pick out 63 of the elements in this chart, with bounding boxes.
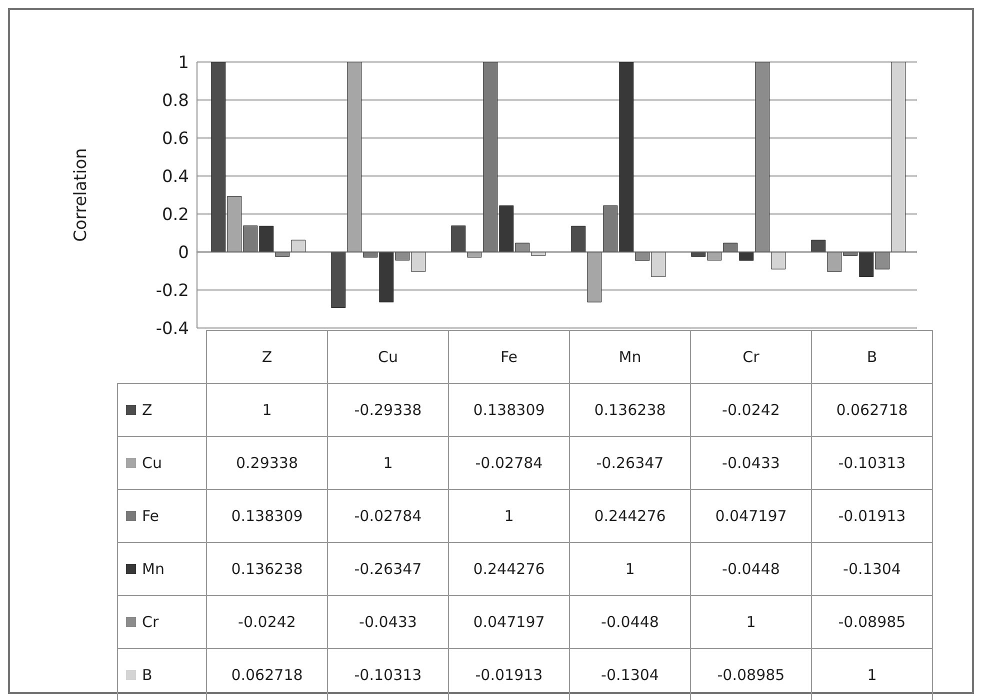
data-label: -0.10313 [328, 648, 448, 700]
y-tick-label: 0.6 [162, 129, 189, 150]
data-label: 1 [448, 490, 570, 542]
data-label: 0.136238 [570, 384, 690, 436]
data-label: -0.0433 [690, 436, 812, 490]
data-label: 0.138309 [206, 490, 328, 542]
bar [587, 252, 602, 302]
legend-label: Mn [118, 542, 206, 596]
legend-label: B [118, 648, 206, 700]
data-label: -0.0433 [328, 596, 448, 648]
data-label: 0.244276 [448, 542, 570, 596]
x-tick-label: Cr [690, 330, 812, 384]
data-label: 1 [690, 596, 812, 648]
data-label: 1 [328, 436, 448, 490]
bar [723, 242, 738, 252]
data-label: 1 [812, 648, 932, 700]
y-tick-label: -0.4 [156, 319, 189, 340]
y-tick-label: 0.8 [162, 91, 189, 112]
x-tick-label: Fe [448, 330, 570, 384]
data-label: 0.244276 [570, 490, 690, 542]
data-label: -0.08985 [690, 648, 812, 700]
data-label: -0.01913 [448, 648, 570, 700]
y-axis-title: Correlation [71, 148, 92, 242]
data-label: -0.10313 [812, 436, 932, 490]
data-label: 0.062718 [206, 648, 328, 700]
data-label: -0.29338 [328, 384, 448, 436]
bar [891, 62, 906, 252]
bar [347, 62, 362, 252]
y-tick-label: 0 [178, 243, 189, 264]
data-label: -0.0448 [690, 542, 812, 596]
data-label: -0.0242 [690, 384, 812, 436]
x-tick-label: Z [206, 330, 328, 384]
data-label: -0.0448 [570, 596, 690, 648]
data-label: 0.138309 [448, 384, 570, 436]
data-label: 0.062718 [812, 384, 932, 436]
bar [739, 252, 754, 261]
bar [291, 240, 306, 252]
y-tick-label: -0.2 [156, 281, 189, 302]
data-label: -0.02784 [328, 490, 448, 542]
data-label: 0.047197 [690, 490, 812, 542]
data-label: 0.047197 [448, 596, 570, 648]
data-label: -0.1304 [570, 648, 690, 700]
data-label: -0.26347 [570, 436, 690, 490]
y-tick-label: 1 [178, 53, 189, 74]
data-label: -0.01913 [812, 490, 932, 542]
data-label: -0.26347 [328, 542, 448, 596]
y-tick-label: 0.4 [162, 167, 189, 188]
data-label: 0.29338 [206, 436, 328, 490]
data-label: 0.136238 [206, 542, 328, 596]
x-tick-label: Mn [570, 330, 690, 384]
bar [771, 252, 786, 270]
data-label: -0.08985 [812, 596, 932, 648]
data-label: -0.0242 [206, 596, 328, 648]
data-label: -0.02784 [448, 436, 570, 490]
legend-label: Fe [118, 490, 206, 542]
x-tick-label: Cu [328, 330, 448, 384]
data-label: 1 [570, 542, 690, 596]
legend-label: Z [118, 384, 206, 436]
legend-label: Cu [118, 436, 206, 490]
legend-label: Cr [118, 596, 206, 648]
y-tick-label: 0.2 [162, 205, 189, 226]
x-tick-label: B [812, 330, 932, 384]
data-label: -0.1304 [812, 542, 932, 596]
